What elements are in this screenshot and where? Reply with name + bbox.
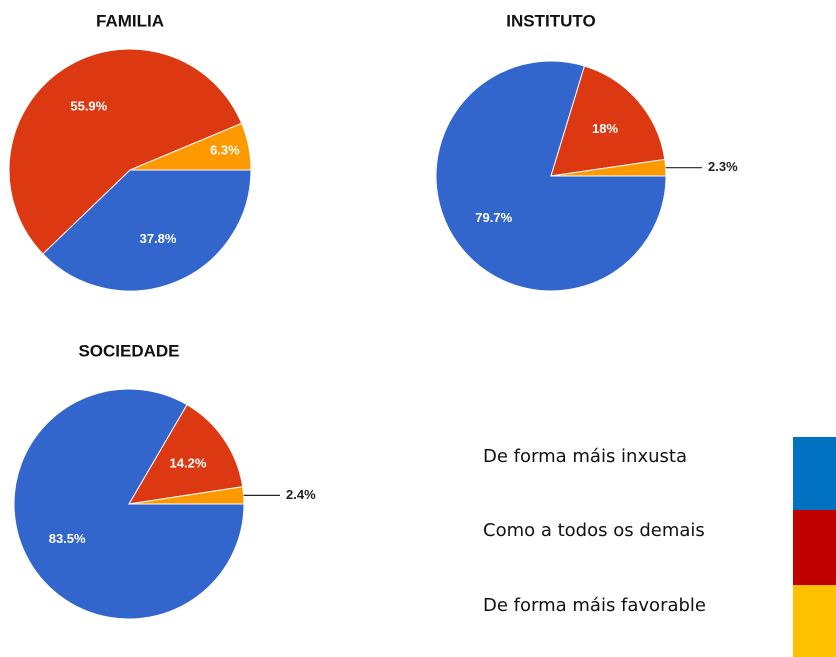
data-label: 55.9%: [70, 99, 107, 114]
pie-slice: [128, 404, 244, 505]
chart-title: FAMILIA: [96, 11, 164, 30]
data-label: 6.3%: [210, 142, 240, 157]
legend-label: De forma máis favorable: [483, 595, 706, 616]
pie-slice: [550, 158, 667, 177]
legend-label: Como a todos os demais: [483, 520, 705, 541]
legend-swatch: [793, 585, 836, 657]
legend-swatch: [793, 437, 836, 510]
data-label: 83.5%: [49, 531, 86, 546]
legend-label: De forma máis inxusta: [483, 446, 687, 467]
chart-title: INSTITUTO: [506, 11, 595, 30]
pie-slice: [550, 65, 666, 177]
pie-slice: [129, 122, 252, 171]
data-label: 2.3%: [708, 159, 738, 174]
pie-slice: [42, 169, 252, 292]
data-label: 37.8%: [140, 231, 177, 246]
chart-title: SOCIEDADE: [78, 341, 179, 360]
legend-swatch: [793, 510, 836, 585]
data-label: 14.2%: [170, 455, 207, 470]
data-label: 79.7%: [475, 210, 512, 225]
pie-slice: [8, 48, 243, 255]
data-label: 18%: [592, 121, 618, 136]
pie-slice: [435, 60, 667, 292]
data-label: 2.4%: [286, 487, 316, 502]
